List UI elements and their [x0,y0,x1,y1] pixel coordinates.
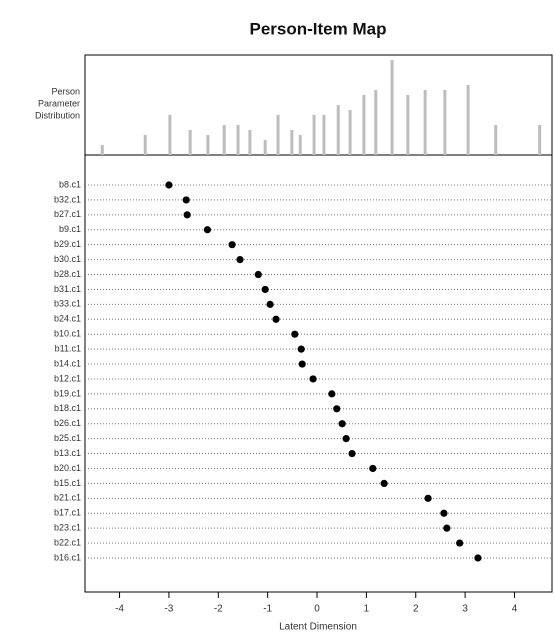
item-point [203,226,212,234]
item-label: b9.c1 [59,224,81,234]
histogram-bar [494,125,498,155]
item-point [424,494,432,502]
x-tick-label: -3 [164,604,173,615]
x-axis-label: Latent Dimension [279,622,357,633]
x-tick-label: -1 [263,604,272,615]
x-tick-label: 3 [462,604,468,615]
histogram-bar [362,95,366,155]
item-point [309,375,317,383]
item-point [338,420,346,428]
histogram-bar [168,115,172,155]
x-tick-label: 0 [314,604,320,615]
item-label: b32.c1 [54,194,81,204]
item-point [261,285,269,294]
item-point [254,270,262,279]
item-point [272,315,280,323]
histogram-bar [290,130,294,155]
item-point [380,479,388,487]
item-label: b15.c1 [54,478,81,488]
histogram-bar [248,130,252,155]
histogram-bar [263,140,267,155]
item-point [474,554,482,562]
item-point [333,405,341,413]
item-label: b22.c1 [54,537,81,547]
item-point [291,330,299,338]
item-label: b30.c1 [54,254,81,264]
x-tick-label: 4 [512,604,518,615]
item-label: b29.c1 [54,239,81,249]
item-label: b31.c1 [54,284,81,294]
item-point [182,196,190,204]
item-point [328,390,336,398]
histogram-bar [538,125,542,155]
histogram-bar [374,90,378,155]
histogram-bar [406,95,410,155]
histogram-bar [336,105,340,155]
item-point [228,241,236,249]
x-tick-label: 1 [364,604,370,615]
item-label: b25.c1 [54,433,81,443]
histogram-bar [466,85,470,155]
histogram-bar [236,125,240,155]
item-label: b14.c1 [54,358,81,368]
chart-title: Person-Item Map [250,19,387,38]
histogram-label: Parameter [38,98,80,108]
item-point [342,435,350,443]
histogram-bar [222,125,226,155]
item-label: b12.c1 [54,373,81,383]
histogram-bar [188,130,192,155]
item-label: b17.c1 [54,508,81,518]
histogram-bar [100,145,104,155]
item-label: b18.c1 [54,403,81,413]
x-tick-label: 2 [413,604,419,615]
item-label: b27.c1 [54,209,81,219]
item-point [165,181,173,189]
item-label: b24.c1 [54,314,81,324]
histogram-bar [322,115,326,155]
histogram-panel [84,54,553,156]
item-point [236,256,244,264]
item-label: b26.c1 [54,418,81,428]
item-label: b33.c1 [54,299,81,309]
x-tick-label: -4 [115,604,124,615]
histogram-bar [276,115,280,155]
item-label: b23.c1 [54,523,81,533]
item-point [348,449,356,458]
histogram-label: Person [51,86,80,96]
item-point [297,345,305,353]
histogram-bar [206,135,210,155]
histogram-bar [423,90,427,155]
histogram-bar [143,135,147,155]
x-tick-label: -2 [214,604,223,615]
item-label: b21.c1 [54,493,81,503]
histogram-bar [298,135,302,155]
item-point [443,524,451,532]
item-label: b8.c1 [59,179,81,189]
item-point [369,464,377,473]
item-point [298,360,306,368]
histogram-bar [348,110,352,155]
item-point [266,300,274,308]
item-label: b11.c1 [55,343,81,353]
item-point [456,539,464,547]
histogram-bar [390,60,394,155]
histogram-bar [312,115,316,155]
item-panel [84,154,553,593]
item-label: b16.c1 [54,552,81,562]
item-point [183,211,191,219]
histogram-label: Distribution [35,110,80,120]
item-label: b13.c1 [54,448,81,458]
histogram-bar [443,90,447,155]
item-label: b19.c1 [54,388,81,398]
item-label: b20.c1 [54,463,81,473]
item-label: b28.c1 [54,269,81,279]
item-label: b10.c1 [54,329,81,339]
item-point [440,509,448,517]
